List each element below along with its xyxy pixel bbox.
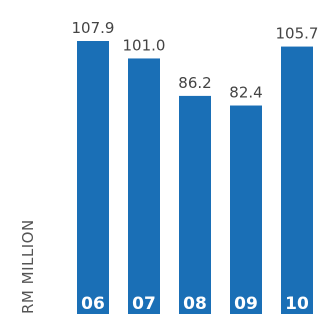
value-label-08: 86.2	[178, 74, 211, 92]
value-label-10: 105.7	[276, 25, 319, 43]
category-label-07: 07	[132, 294, 156, 314]
bar-10	[281, 46, 313, 315]
value-labels-layer: 107.9 101.0 86.2 82.4 105.7	[72, 19, 319, 102]
category-label-09: 09	[234, 294, 258, 314]
bars-layer	[77, 41, 313, 315]
value-label-06: 107.9	[72, 19, 115, 37]
value-label-09: 82.4	[229, 84, 262, 102]
value-label-07: 101.0	[123, 36, 166, 54]
category-label-06: 06	[81, 294, 105, 314]
category-label-08: 08	[183, 294, 207, 314]
bar-07	[128, 58, 160, 315]
bar-09	[230, 105, 262, 315]
y-axis-label: RM MILLION	[19, 219, 37, 314]
category-label-10: 10	[285, 294, 309, 314]
bar-08	[179, 95, 211, 314]
bar-06	[77, 41, 109, 314]
category-labels-layer: 06 07 08 09 10	[81, 294, 309, 314]
